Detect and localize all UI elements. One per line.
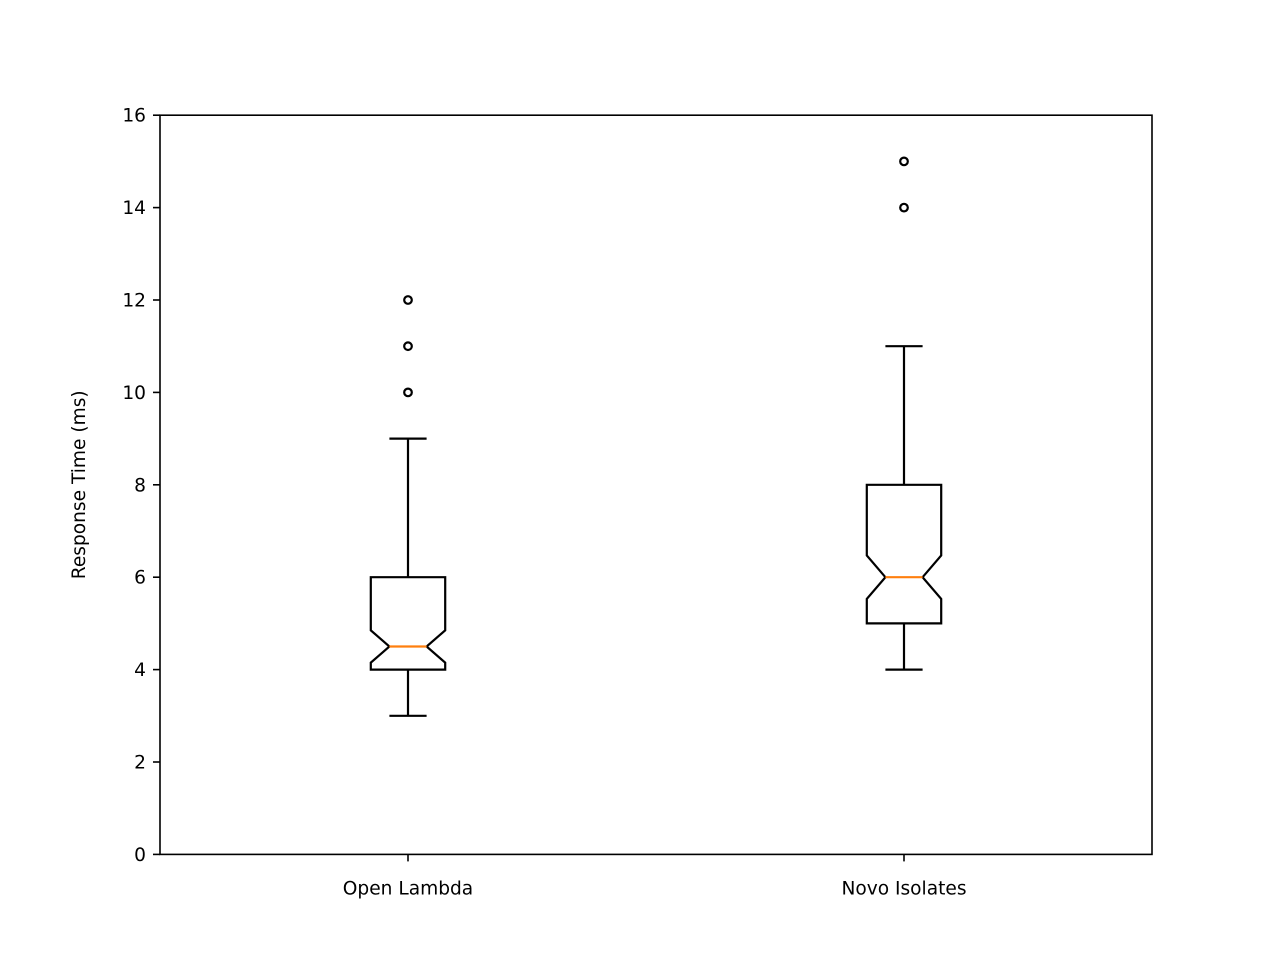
y-tick-label: 4 — [134, 660, 146, 681]
x-axis: Open Lambda Novo Isolates — [343, 854, 967, 899]
y-tick-label: 12 — [122, 291, 146, 312]
y-tick-label: 0 — [134, 845, 146, 866]
x-tick-label: Novo Isolates — [841, 878, 966, 899]
box — [369, 576, 447, 671]
plot-frame — [159, 114, 1153, 856]
y-tick-label: 16 — [122, 106, 146, 127]
plot-layer — [369, 156, 943, 717]
outlier-point — [899, 156, 909, 167]
y-axis-label: Response Time (ms) — [69, 390, 90, 579]
box-group — [369, 295, 447, 717]
y-tick-label: 14 — [122, 198, 146, 219]
y-tick-label: 2 — [134, 753, 146, 774]
x-tick-label: Open Lambda — [343, 878, 473, 899]
y-axis: 0 2 4 6 8 10 12 14 16 — [122, 106, 160, 866]
y-tick-label: 6 — [134, 568, 146, 589]
box-group — [865, 156, 943, 671]
y-tick-label: 8 — [134, 475, 146, 496]
y-tick-label: 10 — [122, 383, 146, 404]
outlier-point — [403, 387, 413, 398]
outlier-point — [403, 341, 413, 352]
outlier-point — [899, 202, 909, 213]
box — [865, 483, 943, 625]
outlier-point — [403, 295, 413, 305]
